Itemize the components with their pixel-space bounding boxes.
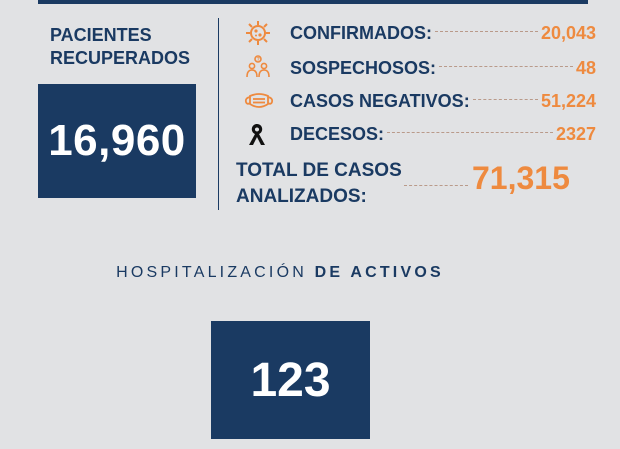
stat-label-negativos: CASOS NEGATIVOS: (290, 90, 470, 111)
suspect-people-icon: ? (244, 55, 276, 81)
recovered-label-line1: PACIENTES (50, 25, 152, 45)
stat-row-confirmados: CONFIRMADOS: 20,043 (244, 20, 596, 46)
stat-value-decesos: 2327 (555, 123, 596, 144)
stat-leader-line (387, 131, 553, 133)
top-rule (38, 0, 588, 4)
mourning-ribbon-icon (244, 121, 276, 147)
total-label-line1: TOTAL DE CASOS (236, 160, 402, 181)
stat-label-sospechosos: SOSPECHOSOS: (290, 57, 437, 78)
hospitalization-value: 123 (250, 353, 331, 407)
total-leader-line (404, 185, 468, 186)
stat-row-sospechosos: ? SOSPECHOSOS: 48 (244, 55, 596, 81)
virus-icon (244, 20, 276, 46)
stat-leader-line (439, 65, 573, 67)
total-value: 71,315 (472, 160, 570, 196)
vertical-divider (218, 18, 219, 210)
stat-row-decesos: DECESOS: 2327 (244, 121, 596, 147)
stat-value-confirmados: 20,043 (540, 22, 596, 43)
recovered-label-line2: RECUPERADOS (50, 48, 191, 68)
stat-value-negativos: 51,224 (540, 90, 596, 111)
stat-leader-line (435, 30, 538, 32)
total-label-line2: ANALIZADOS: (236, 186, 367, 207)
stat-row-negativos: CASOS NEGATIVOS: 51,224 (244, 88, 596, 114)
hospitalization-title-bold: DE ACTIVOS (314, 264, 444, 281)
stat-leader-line (472, 98, 538, 100)
stat-label-decesos: DECESOS: (290, 123, 385, 144)
svg-text:?: ? (257, 57, 260, 63)
hospitalization-title: HOSPITALIZACIÓN DE ACTIVOS (0, 264, 560, 282)
recovered-value: 16,960 (48, 116, 186, 165)
recovered-label: PACIENTES RECUPERADOS (50, 24, 190, 70)
stat-value-sospechosos: 48 (575, 57, 596, 78)
face-mask-icon (244, 88, 276, 114)
hospitalization-box: 123 (211, 321, 370, 439)
hospitalization-title-light: HOSPITALIZACIÓN (116, 264, 307, 281)
recovered-box: 16,960 (38, 84, 196, 198)
total-label: TOTAL DE CASOS ANALIZADOS: (236, 158, 402, 210)
stat-label-confirmados: CONFIRMADOS: (290, 22, 432, 43)
